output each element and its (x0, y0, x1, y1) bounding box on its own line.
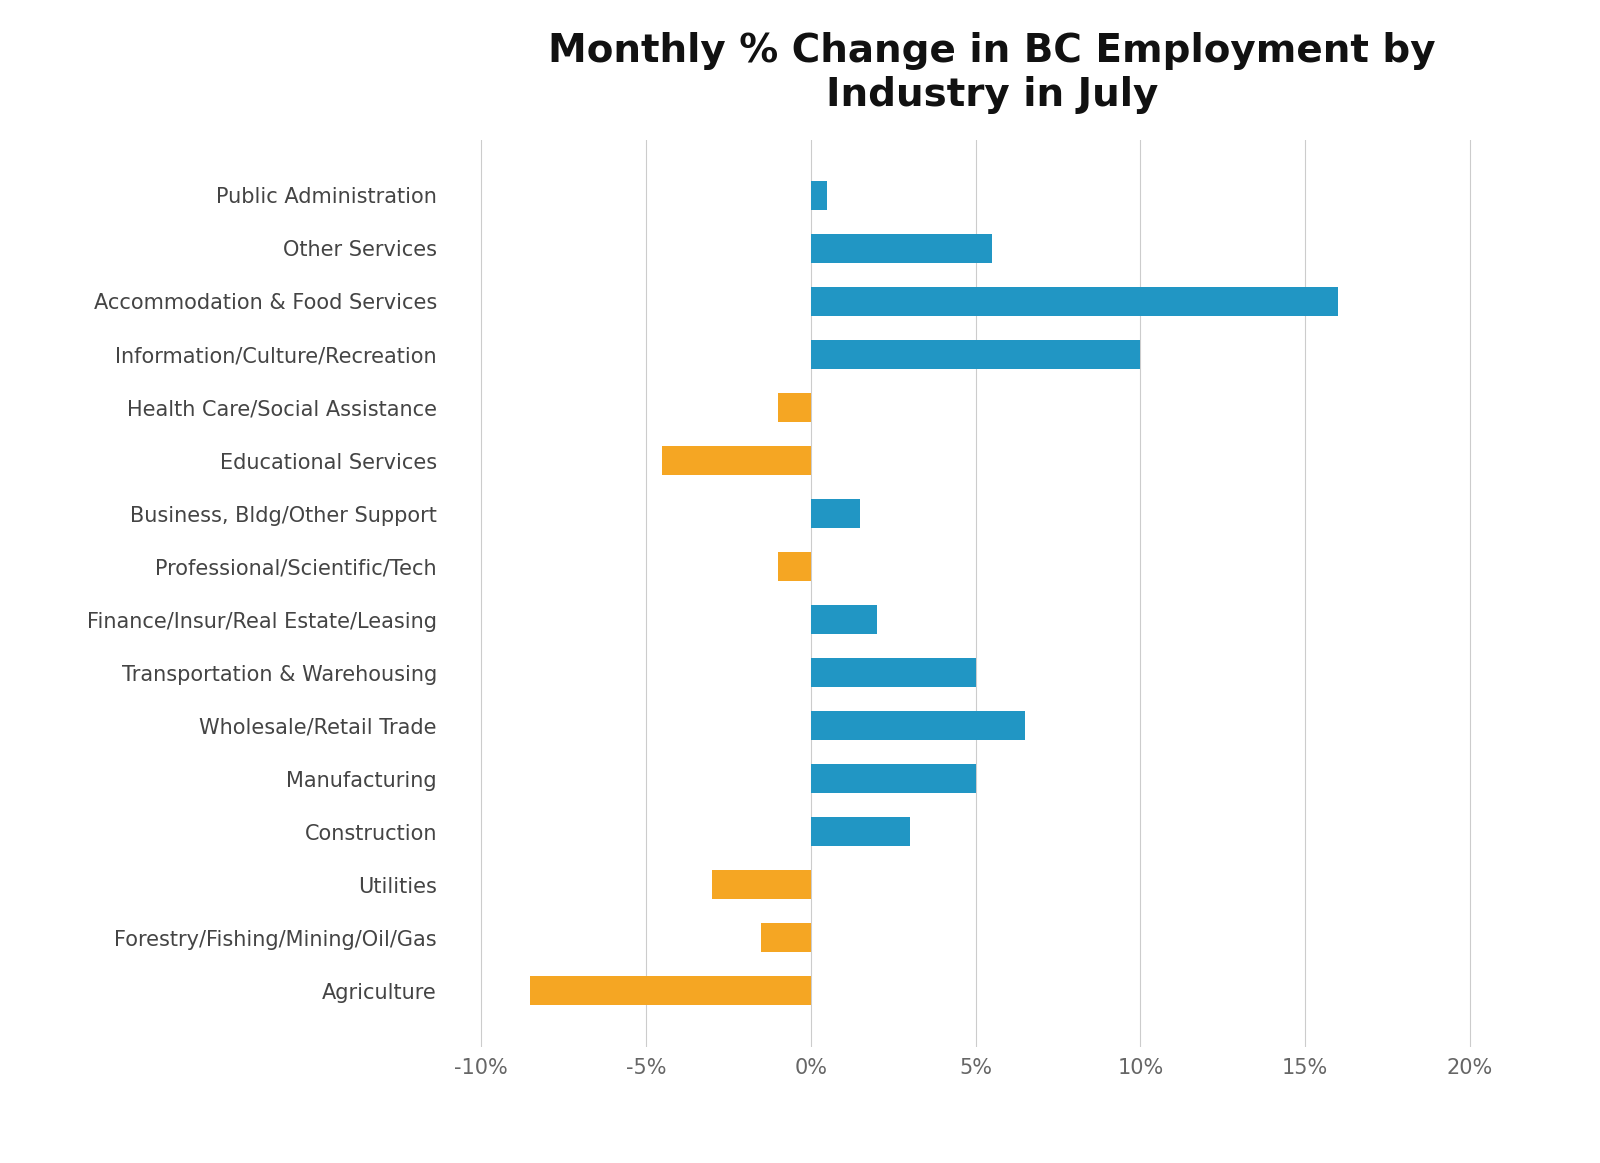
Bar (778, 552, 811, 582)
Bar (811, 711, 1026, 741)
Bar (531, 976, 811, 1006)
Bar (712, 870, 811, 899)
Bar (811, 499, 861, 528)
Bar (811, 658, 976, 687)
Bar (811, 818, 909, 847)
Title: Monthly % Change in BC Employment by
Industry in July: Monthly % Change in BC Employment by Ind… (549, 33, 1435, 114)
Bar (811, 340, 1141, 369)
Bar (811, 287, 1338, 316)
Bar (811, 764, 976, 793)
Bar (778, 393, 811, 422)
Bar (811, 234, 992, 263)
Bar (762, 923, 811, 952)
Bar (811, 605, 877, 634)
Bar (811, 180, 827, 211)
Bar (662, 445, 811, 476)
